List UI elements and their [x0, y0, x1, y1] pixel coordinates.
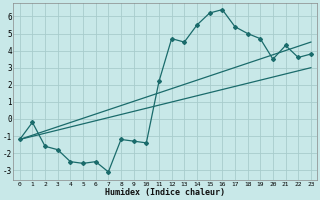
- X-axis label: Humidex (Indice chaleur): Humidex (Indice chaleur): [105, 188, 225, 197]
